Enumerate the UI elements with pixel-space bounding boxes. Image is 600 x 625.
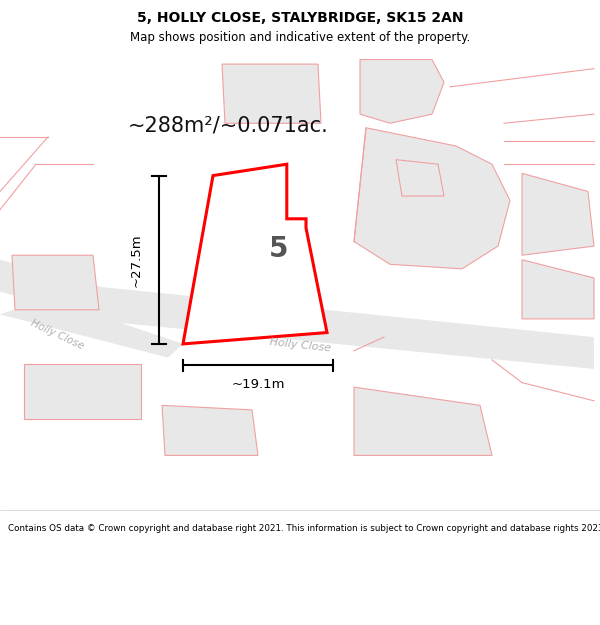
Polygon shape <box>183 164 327 344</box>
Polygon shape <box>162 406 258 456</box>
Text: 5: 5 <box>269 236 289 263</box>
Polygon shape <box>396 159 444 196</box>
Polygon shape <box>360 59 444 123</box>
Text: Map shows position and indicative extent of the property.: Map shows position and indicative extent… <box>130 31 470 44</box>
Text: Contains OS data © Crown copyright and database right 2021. This information is : Contains OS data © Crown copyright and d… <box>8 524 600 532</box>
Text: ~19.1m: ~19.1m <box>231 378 285 391</box>
Polygon shape <box>0 260 105 321</box>
Polygon shape <box>12 255 99 310</box>
Polygon shape <box>0 298 183 358</box>
Polygon shape <box>354 127 510 269</box>
Text: ~27.5m: ~27.5m <box>130 233 143 286</box>
Polygon shape <box>522 173 594 255</box>
Polygon shape <box>222 64 321 123</box>
Text: 5, HOLLY CLOSE, STALYBRIDGE, SK15 2AN: 5, HOLLY CLOSE, STALYBRIDGE, SK15 2AN <box>137 11 463 25</box>
Polygon shape <box>522 260 594 319</box>
Text: Holly Close: Holly Close <box>29 318 85 351</box>
Polygon shape <box>102 287 594 369</box>
Polygon shape <box>354 387 492 456</box>
Text: Holly Close: Holly Close <box>269 337 331 354</box>
Text: ~288m²/~0.071ac.: ~288m²/~0.071ac. <box>128 116 328 136</box>
Polygon shape <box>24 364 141 419</box>
